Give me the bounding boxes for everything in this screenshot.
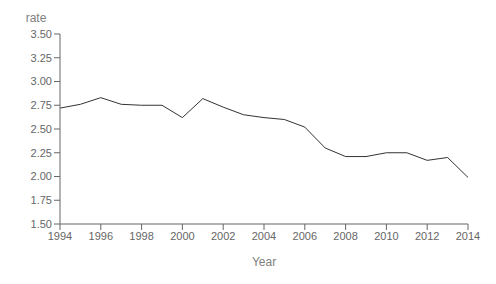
svg-text:1.75: 1.75 (31, 194, 52, 206)
svg-text:Year: Year (252, 255, 276, 269)
svg-text:rate: rate (26, 11, 47, 25)
svg-text:2.75: 2.75 (31, 99, 52, 111)
svg-text:1998: 1998 (129, 230, 153, 242)
svg-text:3.00: 3.00 (31, 75, 52, 87)
svg-text:2002: 2002 (211, 230, 235, 242)
svg-text:2.00: 2.00 (31, 170, 52, 182)
svg-text:1996: 1996 (89, 230, 113, 242)
svg-text:2006: 2006 (293, 230, 317, 242)
svg-text:2004: 2004 (252, 230, 276, 242)
svg-text:2010: 2010 (374, 230, 398, 242)
svg-text:2.50: 2.50 (31, 123, 52, 135)
svg-text:3.50: 3.50 (31, 28, 52, 40)
svg-text:1994: 1994 (48, 230, 72, 242)
svg-text:2014: 2014 (456, 230, 480, 242)
svg-text:2008: 2008 (333, 230, 357, 242)
svg-text:2.25: 2.25 (31, 147, 52, 159)
svg-text:3.25: 3.25 (31, 52, 52, 64)
svg-text:2000: 2000 (170, 230, 194, 242)
svg-text:2012: 2012 (415, 230, 439, 242)
svg-text:1.50: 1.50 (31, 218, 52, 230)
